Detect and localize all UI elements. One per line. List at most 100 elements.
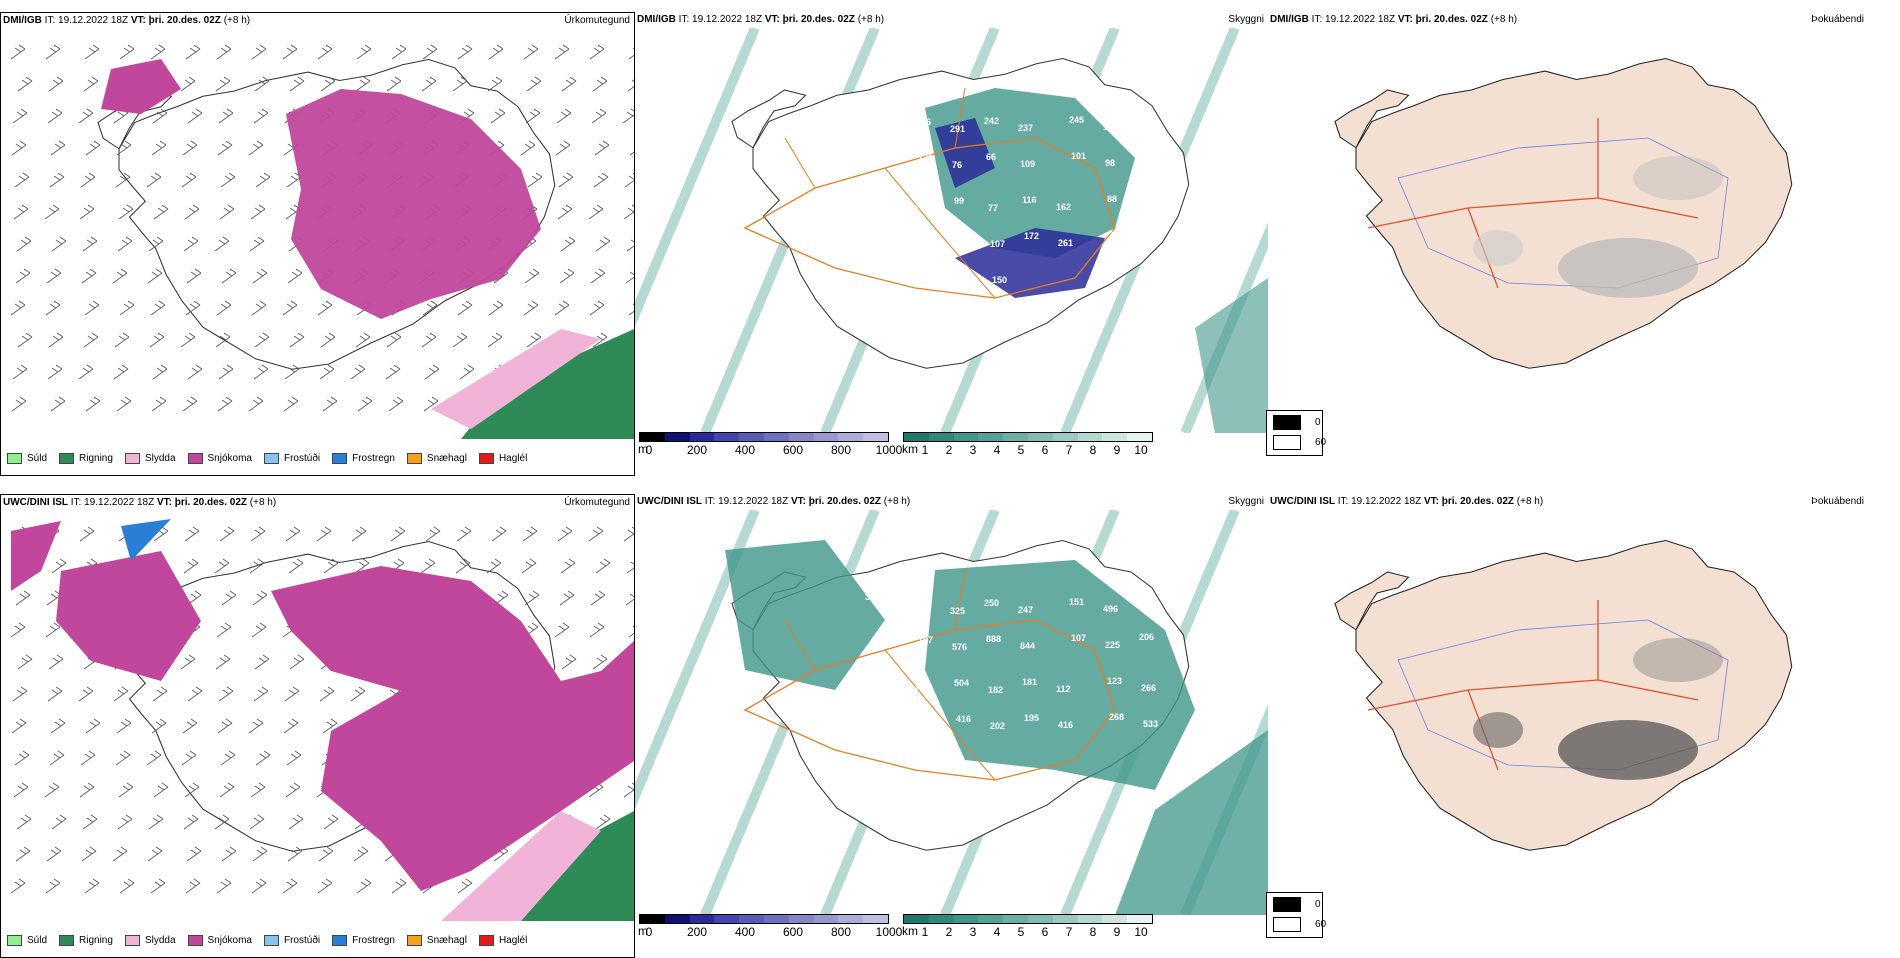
wind-barb — [353, 846, 369, 862]
wind-barb — [557, 526, 573, 542]
legend-label: Frostregn — [352, 453, 395, 464]
wind-barb — [254, 654, 270, 670]
legend-label: Slydda — [144, 453, 176, 464]
wind-barb — [214, 236, 230, 252]
legend-swatch — [263, 935, 279, 946]
wind-barb — [45, 300, 61, 316]
visibility-value: 245 — [1069, 115, 1084, 125]
colorbar-tick: 600 — [782, 443, 804, 457]
wind-barb — [79, 782, 95, 798]
model-name: UWC/DINI ISL — [3, 497, 68, 508]
wind-barb — [288, 558, 304, 574]
wind-barb — [623, 526, 634, 542]
legend-swatch — [187, 935, 203, 946]
fog-legend-label: 60 — [1315, 919, 1327, 930]
vt-label: VT: — [1397, 14, 1413, 25]
wind-barb — [219, 204, 235, 220]
wind-barb — [221, 268, 237, 284]
wind-barb — [623, 204, 634, 220]
wind-barb — [116, 396, 132, 412]
wind-barb — [115, 750, 131, 766]
panel-title: Þokuábendi — [1811, 496, 1864, 507]
visibility-value: 163 — [867, 643, 882, 653]
wind-barb — [12, 364, 28, 380]
it-label: IT: — [1337, 496, 1349, 507]
wind-barb — [592, 654, 608, 670]
precip-type-panel: DMI/IGB IT: 19.12.2022 18Z VT: þri. 20.d… — [0, 12, 635, 476]
wind-barb — [288, 814, 304, 830]
wind-barb — [561, 76, 577, 92]
wind-barb — [391, 878, 407, 894]
wind-barb — [388, 396, 404, 412]
wind-barb — [590, 590, 606, 606]
colorbar-tick: 6 — [1041, 925, 1049, 939]
lead-time: (+8 h) — [883, 496, 911, 507]
colorbar-tick: 4 — [993, 925, 1001, 939]
wind-barb — [248, 718, 264, 734]
wind-barb — [624, 172, 634, 188]
wind-barb — [47, 364, 63, 380]
wind-barb — [289, 332, 305, 348]
wind-barb — [10, 44, 26, 60]
vt-label: VT: — [1423, 496, 1439, 507]
wind-barb — [187, 108, 203, 124]
legend-item: Frostregn — [332, 453, 395, 464]
wind-barb — [15, 846, 31, 862]
wind-barb — [255, 172, 271, 188]
wind-barb — [323, 558, 339, 574]
wind-barb — [150, 878, 166, 894]
colorbar-tick: 5 — [1017, 443, 1025, 457]
legend-swatch — [7, 453, 22, 464]
legend-swatch — [406, 453, 422, 464]
wind-barb — [146, 172, 162, 188]
visibility-value: 107 — [1071, 633, 1086, 643]
wind-barb — [283, 396, 299, 412]
snow-area — [11, 521, 61, 591]
wind-barb — [253, 108, 269, 124]
vt-value: þri. 20.des. 02Z — [808, 496, 882, 507]
panel-title: Úrkomutegund — [564, 497, 630, 508]
freezing-rain-area — [121, 519, 171, 561]
wind-barb — [457, 300, 473, 316]
colorbar-ticks: 0 200 400 600 800 1000 — [639, 443, 903, 457]
legend-item: Snjókoma — [187, 935, 252, 946]
colorbar-tick: 200 — [686, 925, 708, 939]
visibility-value: 109 — [1020, 159, 1035, 169]
wind-barb — [594, 140, 610, 156]
wind-barb — [146, 750, 162, 766]
wind-barb — [49, 172, 65, 188]
wind-barb — [628, 625, 634, 638]
visibility-value: 200 — [867, 161, 882, 171]
wind-barb — [118, 204, 134, 220]
wind-barb — [390, 526, 406, 542]
colorbar-tick: 400 — [734, 443, 756, 457]
wind-barb — [113, 686, 129, 702]
wind-barb — [282, 878, 298, 894]
wind-barb — [221, 590, 237, 606]
wind-barb — [487, 76, 503, 92]
legend-label: Rigning — [79, 935, 113, 946]
fog-area — [1558, 238, 1698, 298]
vt-value: þri. 20.des. 02Z — [1441, 496, 1515, 507]
panel-header: UWC/DINI ISL IT: 19.12.2022 18Z VT: þri.… — [1270, 496, 1864, 508]
wind-barb — [282, 44, 298, 60]
visibility-value: 76 — [952, 160, 962, 170]
wind-barb — [316, 526, 332, 542]
wind-barb — [319, 364, 335, 380]
snow-area — [101, 59, 181, 114]
wind-barb — [593, 172, 609, 188]
wind-barb — [457, 878, 473, 894]
wind-barb — [117, 814, 133, 830]
wind-barb — [589, 300, 605, 316]
wind-barb — [322, 718, 338, 734]
wind-barb — [452, 76, 468, 92]
wind-barb — [215, 76, 231, 92]
legend-item: Súld — [7, 453, 47, 464]
wind-barb — [84, 300, 100, 316]
wind-barb — [251, 44, 267, 60]
wind-barb — [84, 878, 100, 894]
wind-barb — [595, 814, 611, 830]
wind-barb — [626, 561, 634, 574]
wind-barb — [50, 140, 66, 156]
wind-barb — [219, 782, 235, 798]
